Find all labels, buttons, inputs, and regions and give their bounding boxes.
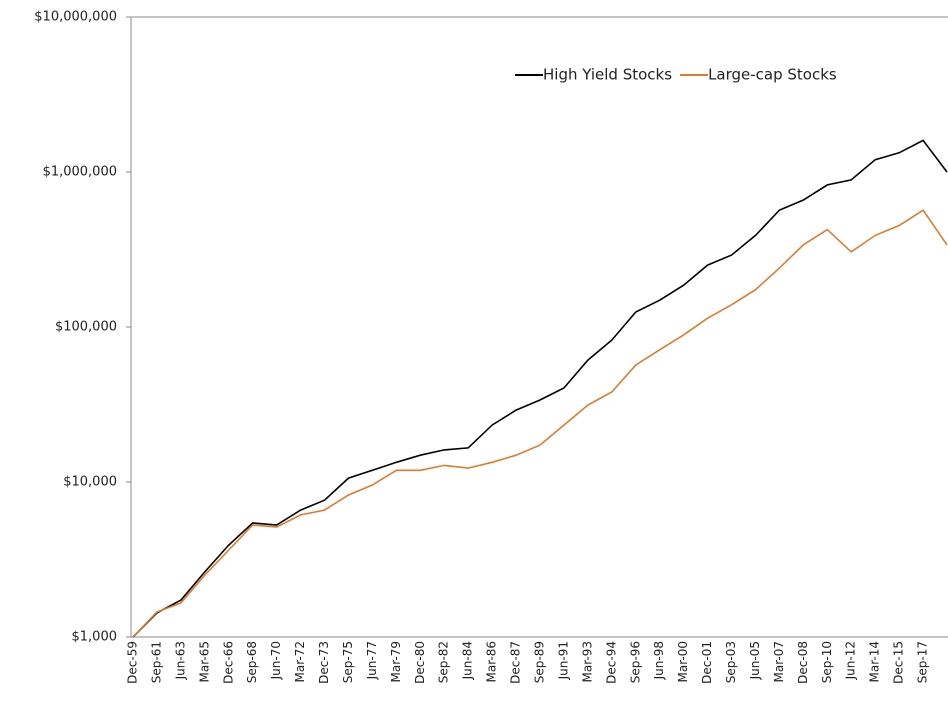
- x-tick-label: Jun-77: [365, 641, 379, 680]
- series-line: [132, 139, 948, 638]
- x-tick-label: Dec-66: [221, 641, 235, 684]
- x-tick-label: Sep-82: [437, 641, 451, 683]
- x-tick-label: Sep-10: [820, 641, 834, 683]
- y-tick-label: $1,000,000: [43, 165, 117, 180]
- x-tick-label: Sep-68: [245, 641, 259, 683]
- x-tick-label: Dec-08: [796, 641, 810, 684]
- x-tick-label: Dec-59: [126, 641, 140, 684]
- x-tick-label: Sep-17: [916, 641, 930, 683]
- x-tick-label: Sep-89: [533, 641, 547, 683]
- series-line: [132, 209, 948, 638]
- x-tick-label: Dec-87: [509, 641, 523, 684]
- x-tick-label: Mar-86: [485, 641, 499, 682]
- x-tick-label: Sep-61: [149, 641, 163, 683]
- x-tick-label: Mar-14: [868, 641, 882, 682]
- y-tick-label: $10,000,000: [34, 10, 117, 25]
- y-tick-label: $100,000: [55, 320, 117, 335]
- x-tick-label: Sep-03: [724, 641, 738, 683]
- x-tick-label: Dec-80: [413, 641, 427, 684]
- x-tick-label: Mar-07: [772, 641, 786, 682]
- x-tick-label: Jun-63: [173, 641, 187, 680]
- x-tick-label: Sep-96: [628, 641, 642, 683]
- y-tick-label: $10,000: [63, 475, 117, 490]
- x-tick-label: Jun-91: [556, 641, 570, 680]
- legend: High Yield Stocks Large-cap Stocks: [515, 66, 837, 84]
- x-tick-label: Jun-05: [748, 641, 762, 680]
- y-tick-label: $1,000: [72, 630, 118, 645]
- x-tick-label: Mar-93: [580, 641, 594, 682]
- x-tick-label: Dec-73: [317, 641, 331, 684]
- legend-label: High Yield Stocks: [543, 66, 672, 84]
- x-tick-label: Dec-01: [700, 641, 714, 684]
- x-tick-label: Sep-75: [341, 641, 355, 683]
- x-tick-label: Mar-72: [293, 641, 307, 682]
- x-tick-label: Mar-79: [389, 641, 403, 682]
- x-tick-label: Dec-94: [604, 641, 618, 684]
- x-tick-label: Dec-15: [892, 641, 906, 684]
- x-tick-label: Mar-00: [676, 641, 690, 682]
- x-tick-label: Jun-12: [844, 641, 858, 680]
- x-tick-label: Jun-84: [461, 641, 475, 680]
- x-tick-label: Jun-98: [652, 641, 666, 680]
- x-tick-label: Mar-65: [197, 641, 211, 682]
- legend-label: Large-cap Stocks: [708, 66, 837, 84]
- x-tick-label: Jun-70: [269, 641, 283, 680]
